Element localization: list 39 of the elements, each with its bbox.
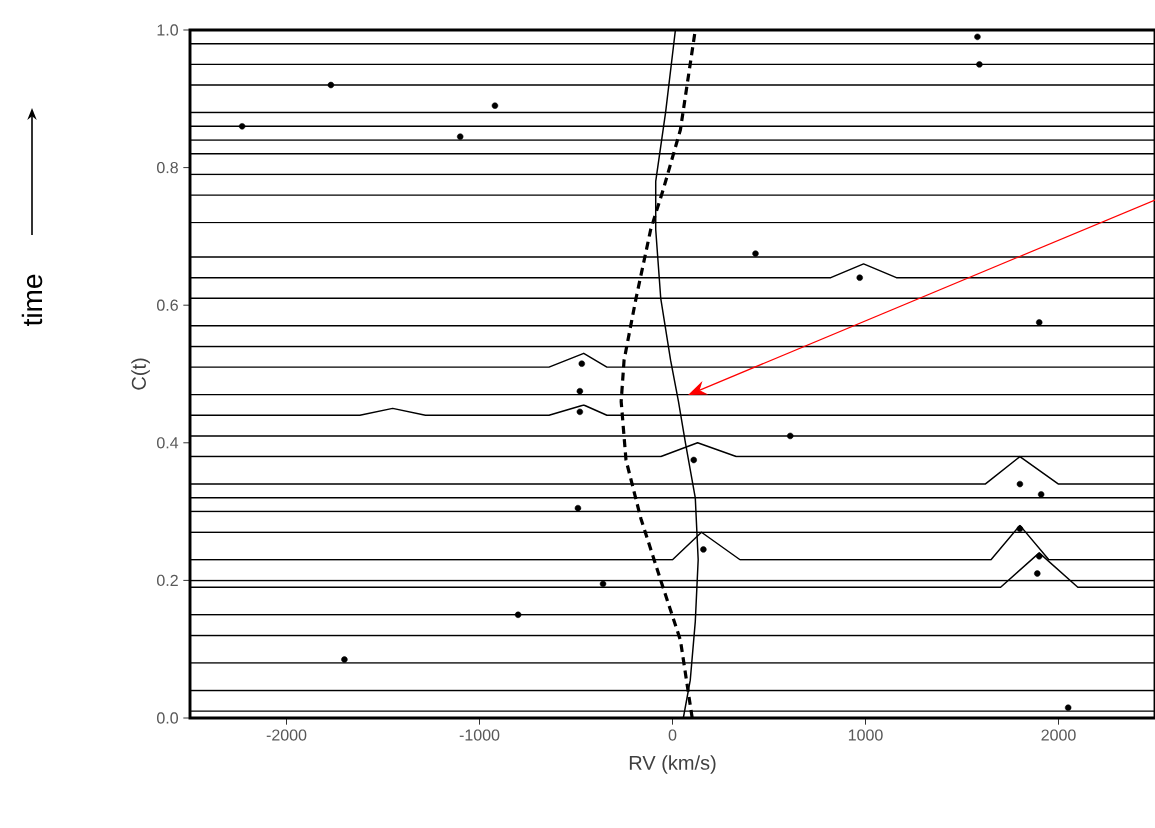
y-tick-label: 0.0 xyxy=(157,712,179,724)
y-axis-title: C(t) xyxy=(131,358,150,390)
y-tick-label: 0.8 xyxy=(157,161,178,174)
point xyxy=(1016,525,1024,532)
point xyxy=(1036,553,1043,560)
y-tick-label: 1.0 xyxy=(157,24,179,36)
x-tick-label: -1000 xyxy=(459,729,500,741)
point xyxy=(752,250,759,257)
x-tick-label: 1000 xyxy=(848,729,883,741)
point xyxy=(1034,570,1041,577)
point xyxy=(787,432,794,440)
y-tick-label: 0.4 xyxy=(157,437,179,449)
point xyxy=(974,33,981,41)
point xyxy=(574,504,582,512)
point xyxy=(1036,319,1043,326)
x-tick-label: 0 xyxy=(668,729,677,741)
y-tick-label: 0.6 xyxy=(157,299,178,311)
point xyxy=(1064,704,1072,711)
point xyxy=(856,274,863,281)
point xyxy=(457,133,464,140)
text: time xyxy=(21,274,43,327)
point xyxy=(327,81,335,89)
point xyxy=(1016,480,1024,488)
y-tick-label: 0.2 xyxy=(157,574,178,587)
point xyxy=(576,408,584,416)
point xyxy=(976,61,983,68)
point xyxy=(576,387,584,395)
x-tick-label: 2000 xyxy=(1041,729,1076,741)
point xyxy=(514,611,522,618)
point xyxy=(690,456,697,464)
point xyxy=(1037,491,1045,498)
x-tick-label: -2000 xyxy=(266,729,307,741)
point xyxy=(700,546,707,553)
point xyxy=(599,580,607,588)
x-axis-title: RV (km/s) xyxy=(629,755,716,774)
point xyxy=(238,123,246,130)
point xyxy=(491,102,499,109)
point xyxy=(578,360,585,367)
point xyxy=(341,656,348,663)
